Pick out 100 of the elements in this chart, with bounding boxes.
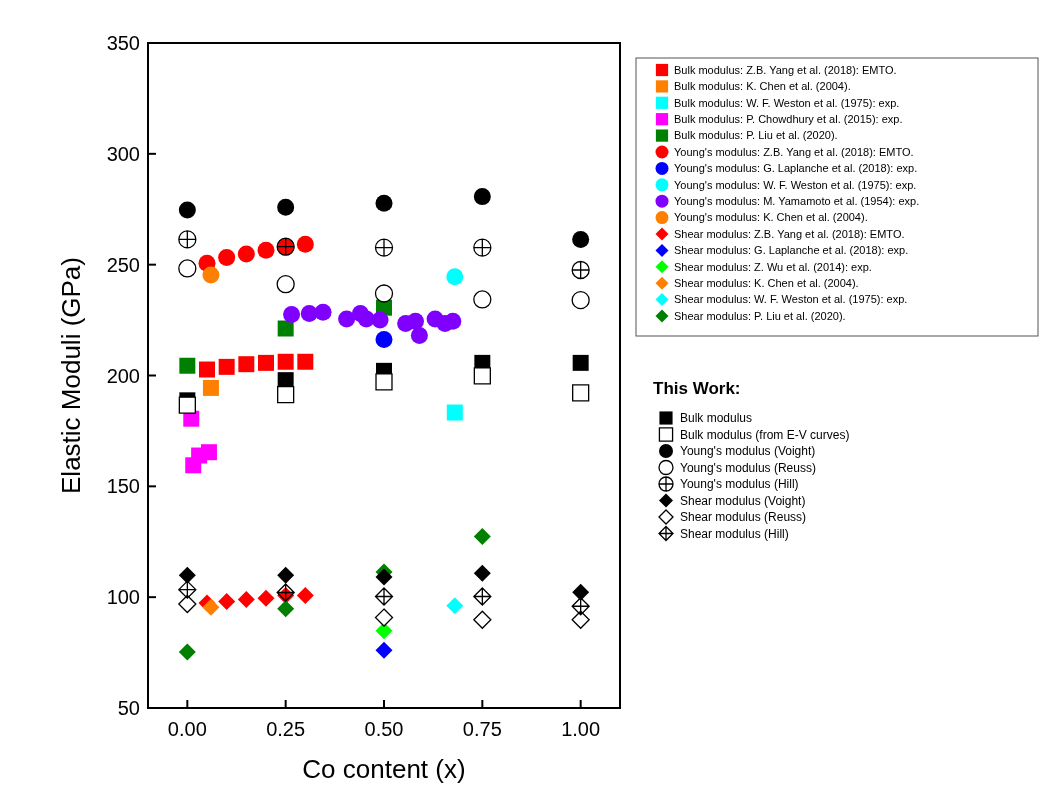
legend-label: Shear modulus (Hill) <box>680 526 789 541</box>
point <box>277 353 294 370</box>
x-tick-label: 1.00 <box>561 718 601 740</box>
legend-label: Shear modulus (Voight) <box>680 493 806 508</box>
y-tick-label: 200 <box>106 364 140 387</box>
y-tick-label: 100 <box>106 586 140 609</box>
legend-label: Shear modulus (Reuss) <box>680 510 807 525</box>
point <box>300 304 318 322</box>
point <box>444 312 462 330</box>
point <box>296 587 314 605</box>
point <box>258 354 274 371</box>
point <box>375 194 393 212</box>
point <box>178 230 197 249</box>
point <box>202 598 220 616</box>
x-tick-label: 0.75 <box>462 718 502 740</box>
point <box>237 591 255 609</box>
point <box>446 268 464 286</box>
legend-label: Young's modulus: G. Laplanche et al. (2018): exp. <box>674 162 918 175</box>
point <box>571 291 590 310</box>
y-tick-label: 300 <box>106 142 140 165</box>
legend-label: Young's modulus (Hill) <box>680 477 799 492</box>
point <box>218 249 236 267</box>
legend-title: This Work: <box>653 379 741 398</box>
legend-label: Young's modulus: M. Yamamoto et al. (1954): exp. <box>674 195 920 208</box>
legend-label: Shear modulus: G. Laplanche et al. (2018): exp. <box>674 244 909 257</box>
point <box>446 597 464 615</box>
point <box>571 597 590 616</box>
point <box>375 622 393 640</box>
point <box>446 404 463 421</box>
point <box>371 311 389 329</box>
point <box>178 566 196 584</box>
point <box>473 527 491 545</box>
point <box>473 587 492 606</box>
point <box>572 230 590 248</box>
legend-label: Bulk modulus <box>680 411 753 426</box>
point <box>296 235 314 253</box>
legend-label: Shear modulus: Z.B. Yang et al. (2018): EMTO. <box>674 227 905 240</box>
legend-label: Bulk modulus (from E-V curves) <box>680 427 850 442</box>
point <box>178 396 196 414</box>
point <box>283 306 301 324</box>
y-tick-label: 250 <box>106 253 140 276</box>
point <box>571 260 590 280</box>
legend-label: Shear modulus: W. F. Weston et al. (1975): exp. <box>674 293 908 306</box>
point <box>276 583 295 602</box>
point <box>375 331 393 349</box>
legend-label: Bulk modulus: P. Chowdhury et al. (2015): exp. <box>674 113 903 126</box>
point <box>473 238 492 257</box>
legend-label: Bulk modulus: P. Liu et al. (2020). <box>674 129 838 142</box>
point <box>473 290 492 309</box>
point <box>572 354 589 371</box>
legend-label: Young's modulus: W. F. Weston et al. (1975): exp. <box>674 178 917 191</box>
legend-label: Bulk modulus: Z.B. Yang et al. (2018): EMTO. <box>674 63 897 76</box>
point <box>473 188 491 206</box>
point <box>178 259 197 278</box>
x-tick-label: 0.50 <box>364 718 404 740</box>
point <box>473 564 491 582</box>
legend-label: Young's modulus (Voight) <box>680 444 816 459</box>
x-axis-title: Co content (x) <box>302 754 466 784</box>
legend-label: Bulk modulus: W. F. Weston et al. (1975): exp. <box>674 96 900 109</box>
legend-label: Bulk modulus: K. Chen et al. (2004). <box>674 80 851 93</box>
x-tick-label: 0.00 <box>167 718 207 740</box>
point <box>276 275 295 294</box>
legend-label: Shear modulus: Z. Wu et al. (2014): exp. <box>674 260 872 273</box>
point <box>277 198 295 216</box>
point <box>200 444 217 461</box>
point <box>314 303 332 321</box>
legend-label: Young's modulus (Reuss) <box>680 460 816 475</box>
point <box>375 568 393 586</box>
legend-label: Young's modulus: Z.B. Yang et al. (2018): EMTO. <box>674 145 914 158</box>
legend-label: Shear modulus: K. Chen et al. (2004). <box>674 277 859 290</box>
point <box>338 310 356 328</box>
legend-label: Young's modulus: K. Chen et al. (2004). <box>674 211 868 224</box>
point <box>257 589 275 607</box>
point <box>375 641 393 659</box>
point <box>257 241 275 259</box>
point <box>406 312 424 330</box>
point <box>374 608 394 627</box>
point <box>218 593 236 611</box>
point <box>410 327 428 345</box>
point <box>202 266 220 284</box>
point <box>473 610 492 629</box>
point <box>202 379 219 396</box>
y-axis-title: Elastic Moduli (GPa) <box>56 257 86 494</box>
point <box>178 201 196 219</box>
point <box>571 610 590 629</box>
legend-label: Shear modulus: P. Liu et al. (2020). <box>674 309 846 322</box>
point <box>238 356 255 373</box>
y-tick-label: 50 <box>117 697 140 719</box>
point <box>218 358 235 375</box>
y-tick-label: 350 <box>106 32 140 54</box>
point <box>277 600 295 618</box>
point <box>178 594 197 614</box>
point <box>297 353 314 370</box>
point <box>179 357 196 374</box>
point <box>375 373 393 391</box>
point <box>178 643 196 661</box>
point <box>237 245 255 263</box>
point <box>374 238 394 257</box>
point <box>277 566 295 584</box>
point <box>374 587 394 606</box>
